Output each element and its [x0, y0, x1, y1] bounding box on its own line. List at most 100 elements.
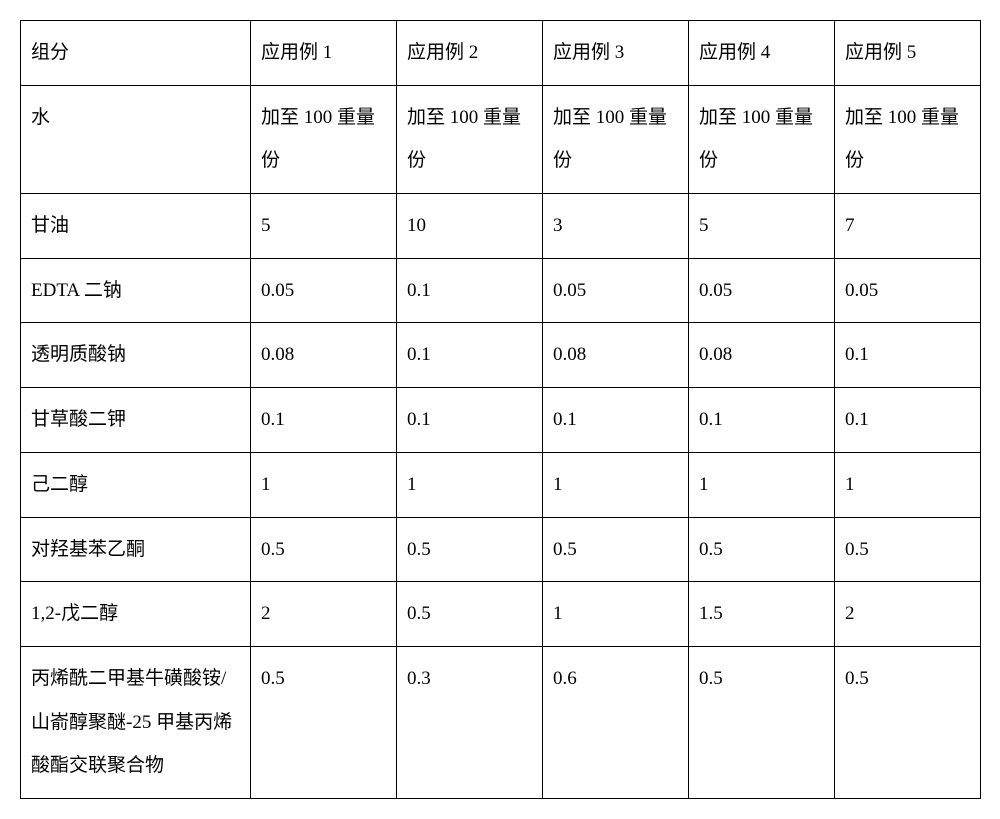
cell-value: 5 [251, 194, 396, 258]
col-header-component: 组分 [21, 21, 251, 86]
cell-value: 加至 100 重量份 [835, 86, 980, 193]
col-header-example-2: 应用例 2 [397, 21, 543, 86]
cell-value: 3 [543, 194, 688, 258]
table-row: 1,2-戊二醇20.511.52 [21, 582, 981, 647]
table-body: 水加至 100 重量份加至 100 重量份加至 100 重量份加至 100 重量… [21, 85, 981, 798]
cell-value: 0.3 [397, 647, 542, 711]
cell-value: 1.5 [689, 582, 834, 646]
value-cell: 0.5 [397, 517, 543, 582]
row-label-cell: 己二醇 [21, 452, 251, 517]
row-label: EDTA 二钠 [21, 259, 250, 323]
value-cell: 0.05 [251, 258, 397, 323]
value-cell: 0.5 [835, 517, 981, 582]
value-cell: 加至 100 重量份 [251, 85, 397, 193]
row-label-cell: 丙烯酰二甲基牛磺酸铵/山嵛醇聚醚-25 甲基丙烯酸酯交联聚合物 [21, 646, 251, 798]
value-cell: 0.5 [835, 646, 981, 798]
value-cell: 5 [251, 194, 397, 259]
table-row: 甘草酸二钾0.10.10.10.10.1 [21, 388, 981, 453]
value-cell: 0.5 [543, 517, 689, 582]
col-header-example-1: 应用例 1 [251, 21, 397, 86]
row-label: 甘草酸二钾 [21, 388, 250, 452]
value-cell: 7 [835, 194, 981, 259]
row-label-cell: 甘草酸二钾 [21, 388, 251, 453]
cell-value: 1 [835, 453, 980, 517]
row-label-cell: 1,2-戊二醇 [21, 582, 251, 647]
header-label: 应用例 4 [689, 21, 834, 85]
row-label: 对羟基苯乙酮 [21, 518, 250, 582]
value-cell: 5 [689, 194, 835, 259]
cell-value: 加至 100 重量份 [543, 86, 688, 193]
cell-value: 0.5 [251, 647, 396, 711]
value-cell: 2 [251, 582, 397, 647]
col-header-example-3: 应用例 3 [543, 21, 689, 86]
table-row: 对羟基苯乙酮0.50.50.50.50.5 [21, 517, 981, 582]
value-cell: 2 [835, 582, 981, 647]
cell-value: 1 [251, 453, 396, 517]
cell-value: 0.5 [835, 647, 980, 711]
value-cell: 加至 100 重量份 [543, 85, 689, 193]
value-cell: 0.08 [543, 323, 689, 388]
row-label: 水 [21, 86, 250, 150]
value-cell: 0.5 [397, 582, 543, 647]
value-cell: 0.1 [397, 388, 543, 453]
value-cell: 1 [835, 452, 981, 517]
cell-value: 0.1 [835, 323, 980, 387]
row-label: 丙烯酰二甲基牛磺酸铵/山嵛醇聚醚-25 甲基丙烯酸酯交联聚合物 [21, 647, 250, 798]
cell-value: 0.1 [397, 259, 542, 323]
header-label: 组分 [21, 21, 250, 85]
cell-value: 7 [835, 194, 980, 258]
cell-value: 1 [543, 453, 688, 517]
header-label: 应用例 3 [543, 21, 688, 85]
value-cell: 1 [251, 452, 397, 517]
table-row: 丙烯酰二甲基牛磺酸铵/山嵛醇聚醚-25 甲基丙烯酸酯交联聚合物0.50.30.6… [21, 646, 981, 798]
cell-value: 0.08 [543, 323, 688, 387]
value-cell: 0.1 [835, 388, 981, 453]
table-row: 己二醇11111 [21, 452, 981, 517]
header-label: 应用例 1 [251, 21, 396, 85]
value-cell: 0.5 [251, 646, 397, 798]
cell-value: 0.5 [397, 518, 542, 582]
value-cell: 1 [543, 582, 689, 647]
cell-value: 0.05 [835, 259, 980, 323]
value-cell: 加至 100 重量份 [397, 85, 543, 193]
cell-value: 10 [397, 194, 542, 258]
formulation-table: 组分 应用例 1 应用例 2 应用例 3 应用例 4 应用例 5 水加至 100… [20, 20, 981, 799]
value-cell: 0.1 [689, 388, 835, 453]
value-cell: 0.1 [397, 323, 543, 388]
cell-value: 加至 100 重量份 [251, 86, 396, 193]
value-cell: 0.1 [397, 258, 543, 323]
cell-value: 0.5 [689, 647, 834, 711]
table-row: 甘油510357 [21, 194, 981, 259]
cell-value: 2 [251, 582, 396, 646]
header-label: 应用例 5 [835, 21, 980, 85]
cell-value: 0.1 [543, 388, 688, 452]
value-cell: 1 [689, 452, 835, 517]
value-cell: 0.5 [689, 646, 835, 798]
cell-value: 0.5 [397, 582, 542, 646]
table-row: 透明质酸钠0.080.10.080.080.1 [21, 323, 981, 388]
cell-value: 加至 100 重量份 [689, 86, 834, 193]
value-cell: 0.08 [251, 323, 397, 388]
value-cell: 加至 100 重量份 [689, 85, 835, 193]
value-cell: 0.5 [251, 517, 397, 582]
col-header-example-4: 应用例 4 [689, 21, 835, 86]
value-cell: 0.1 [543, 388, 689, 453]
cell-value: 0.1 [397, 323, 542, 387]
value-cell: 1 [397, 452, 543, 517]
cell-value: 0.1 [689, 388, 834, 452]
value-cell: 0.05 [689, 258, 835, 323]
value-cell: 0.08 [689, 323, 835, 388]
row-label-cell: EDTA 二钠 [21, 258, 251, 323]
row-label: 甘油 [21, 194, 250, 258]
table-header-row: 组分 应用例 1 应用例 2 应用例 3 应用例 4 应用例 5 [21, 21, 981, 86]
row-label-cell: 水 [21, 85, 251, 193]
cell-value: 0.1 [397, 388, 542, 452]
cell-value: 0.5 [689, 518, 834, 582]
value-cell: 0.5 [689, 517, 835, 582]
row-label: 己二醇 [21, 453, 250, 517]
table-row: EDTA 二钠0.050.10.050.050.05 [21, 258, 981, 323]
value-cell: 0.05 [543, 258, 689, 323]
cell-value: 2 [835, 582, 980, 646]
cell-value: 0.6 [543, 647, 688, 711]
cell-value: 1 [397, 453, 542, 517]
